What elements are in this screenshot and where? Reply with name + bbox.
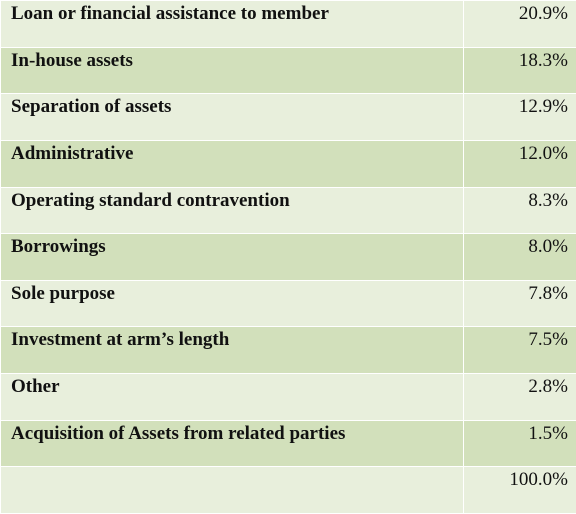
table-row: Administrative 12.0%: [0, 139, 576, 188]
total-value: 100.0%: [463, 466, 576, 514]
table-row: Sole purpose 7.8%: [0, 279, 576, 328]
row-value: 8.0%: [463, 233, 576, 281]
row-value: 7.5%: [463, 326, 576, 374]
row-label: Investment at arm’s length: [0, 326, 464, 374]
row-value: 18.3%: [463, 46, 576, 95]
table-row: Loan or financial assistance to member 2…: [0, 0, 576, 48]
row-value: 2.8%: [463, 373, 576, 421]
row-value: 7.8%: [463, 279, 576, 328]
row-value: 12.0%: [463, 139, 576, 188]
row-label: Separation of assets: [0, 93, 464, 141]
table-row: Investment at arm’s length 7.5%: [0, 326, 576, 374]
table-row: Acquisition of Assets from related parti…: [0, 419, 576, 468]
table-row: In-house assets 18.3%: [0, 46, 576, 95]
table-row: Borrowings 8.0%: [0, 233, 576, 281]
row-label: Sole purpose: [0, 279, 464, 328]
row-label: In-house assets: [0, 46, 464, 95]
total-row: 100.0%: [0, 466, 576, 514]
row-value: 1.5%: [463, 419, 576, 468]
row-label: Administrative: [0, 139, 464, 188]
row-value: 8.3%: [463, 186, 576, 235]
table-row: Other 2.8%: [0, 373, 576, 421]
row-label: Loan or financial assistance to member: [0, 0, 464, 48]
row-label: Acquisition of Assets from related parti…: [0, 419, 464, 468]
total-label: [0, 466, 464, 514]
table-row: Separation of assets 12.9%: [0, 93, 576, 141]
table-row: Operating standard contravention 8.3%: [0, 186, 576, 235]
row-value: 12.9%: [463, 93, 576, 141]
row-value: 20.9%: [463, 0, 576, 48]
row-label: Other: [0, 373, 464, 421]
row-label: Borrowings: [0, 233, 464, 281]
row-label: Operating standard contravention: [0, 186, 464, 235]
